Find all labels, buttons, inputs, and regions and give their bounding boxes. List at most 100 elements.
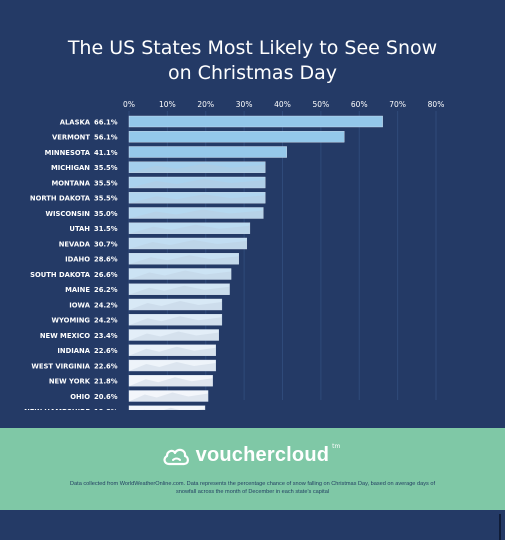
category-label: MONTANA xyxy=(51,179,90,187)
bar-texture xyxy=(129,301,222,310)
value-label: 20.6% xyxy=(94,393,118,401)
chart-title-line-1: The US States Most Likely to See Snow xyxy=(67,37,438,59)
edge-divider xyxy=(499,514,501,540)
bar-texture xyxy=(129,163,266,173)
bar xyxy=(128,390,209,402)
x-tick-label: 80% xyxy=(428,100,445,109)
bar xyxy=(128,176,266,189)
value-label: 35.5% xyxy=(94,195,118,203)
bar-texture xyxy=(129,346,216,356)
bar-texture xyxy=(129,362,216,371)
category-label: NEVADA xyxy=(59,240,91,248)
bar xyxy=(128,131,345,143)
x-tick-label: 50% xyxy=(313,100,330,109)
x-tick-label: 60% xyxy=(351,100,368,109)
bar xyxy=(128,298,223,311)
value-label: 28.6% xyxy=(94,256,118,264)
logo-wordmark: vouchercloud xyxy=(195,444,330,466)
bars xyxy=(128,115,383,410)
bar-texture xyxy=(143,407,205,410)
bar xyxy=(128,405,206,410)
category-label: NEW YORK xyxy=(49,378,91,386)
category-label: MINNESOTA xyxy=(45,149,91,157)
bar-texture xyxy=(129,377,213,387)
category-label: NEW MEXICO xyxy=(40,332,90,340)
category-labels: ALASKA VERMONT MINNESOTA MICHIGAN MONTANA NOR… xyxy=(24,118,91,410)
value-label: 35.5% xyxy=(94,164,118,172)
value-label: 22.6% xyxy=(94,347,118,355)
bar xyxy=(128,222,251,234)
value-label: 26.6% xyxy=(94,271,118,279)
x-tick-label: 30% xyxy=(236,100,253,109)
category-label: OHIO xyxy=(70,393,90,401)
bar-texture xyxy=(129,316,222,326)
bar xyxy=(128,115,383,128)
footer-banner: vouchercloud tm Data collected from Worl… xyxy=(0,428,505,510)
x-tick-label: 0% xyxy=(123,100,135,109)
bar-texture xyxy=(129,255,239,265)
value-label: 31.5% xyxy=(94,225,118,233)
value-label: 30.7% xyxy=(94,240,118,248)
bar xyxy=(128,359,216,372)
x-axis-ticks: 0% 10% 20% 30% 40% 50% 60% 70% 80% xyxy=(123,100,444,109)
value-label: 19.8% xyxy=(94,408,118,410)
cloud-icon xyxy=(163,448,189,465)
logo-trademark: tm xyxy=(332,443,341,450)
category-label: MICHIGAN xyxy=(51,164,90,172)
bar xyxy=(128,283,230,295)
grid-lines xyxy=(128,111,437,400)
value-label: 66.1% xyxy=(94,118,118,126)
bar xyxy=(128,207,264,219)
value-label: 24.2% xyxy=(94,317,118,325)
bar xyxy=(128,237,248,250)
category-label: UTAH xyxy=(69,225,90,233)
chart-title-line-2: on Christmas Day xyxy=(167,62,338,84)
bar xyxy=(128,146,287,158)
x-tick-label: 10% xyxy=(159,100,176,109)
bar-texture xyxy=(129,194,266,204)
bar xyxy=(128,329,219,341)
category-label: NORTH DAKOTA xyxy=(30,195,91,203)
category-label: ALASKA xyxy=(60,118,91,126)
value-label: 21.8% xyxy=(94,378,118,386)
category-label: MAINE xyxy=(65,286,90,294)
vouchercloud-logo[interactable]: vouchercloud tm xyxy=(0,443,505,467)
category-label: WYOMING xyxy=(51,317,90,325)
bar-texture xyxy=(129,240,247,249)
x-tick-label: 20% xyxy=(197,100,214,109)
category-label: WEST VIRGINIA xyxy=(31,362,90,370)
bar xyxy=(128,344,216,356)
value-label: 24.2% xyxy=(94,301,118,309)
chart-title: The US States Most Likely to See Snow on… xyxy=(0,36,505,86)
value-label: 26.2% xyxy=(94,286,118,294)
value-label: 22.6% xyxy=(94,362,118,370)
value-label: 41.1% xyxy=(94,149,118,157)
value-label: 35.0% xyxy=(94,210,118,218)
category-label: SOUTH DAKOTA xyxy=(30,271,91,279)
bar-texture xyxy=(129,224,250,234)
bar-texture xyxy=(129,285,230,295)
value-label: 56.1% xyxy=(94,134,118,142)
category-label: IDAHO xyxy=(65,256,90,264)
bar xyxy=(128,192,266,204)
category-label: IOWA xyxy=(69,301,90,309)
bar xyxy=(128,314,223,326)
bar xyxy=(128,161,266,173)
bar-texture xyxy=(129,209,264,219)
category-label: WISCONSIN xyxy=(46,210,91,218)
bar-texture xyxy=(129,270,232,280)
value-label: 23.4% xyxy=(94,332,118,340)
x-tick-label: 70% xyxy=(389,100,406,109)
value-labels: 66.1% 56.1% 41.1% 35.5% 35.5% 35.5% 35.0% 31.5%… xyxy=(94,118,118,410)
bar-texture xyxy=(129,179,266,188)
bar xyxy=(128,268,232,280)
bar-texture xyxy=(129,331,219,341)
bar xyxy=(128,253,239,265)
value-label: 35.5% xyxy=(94,179,118,187)
category-label: VERMONT xyxy=(52,134,90,142)
bar xyxy=(128,375,213,387)
source-note: Data collected from WorldWeatherOnline.c… xyxy=(69,481,436,495)
bottom-band xyxy=(0,510,505,540)
category-label: INDIANA xyxy=(57,347,90,355)
category-label: NEW HAMPSHIRE xyxy=(24,408,90,410)
